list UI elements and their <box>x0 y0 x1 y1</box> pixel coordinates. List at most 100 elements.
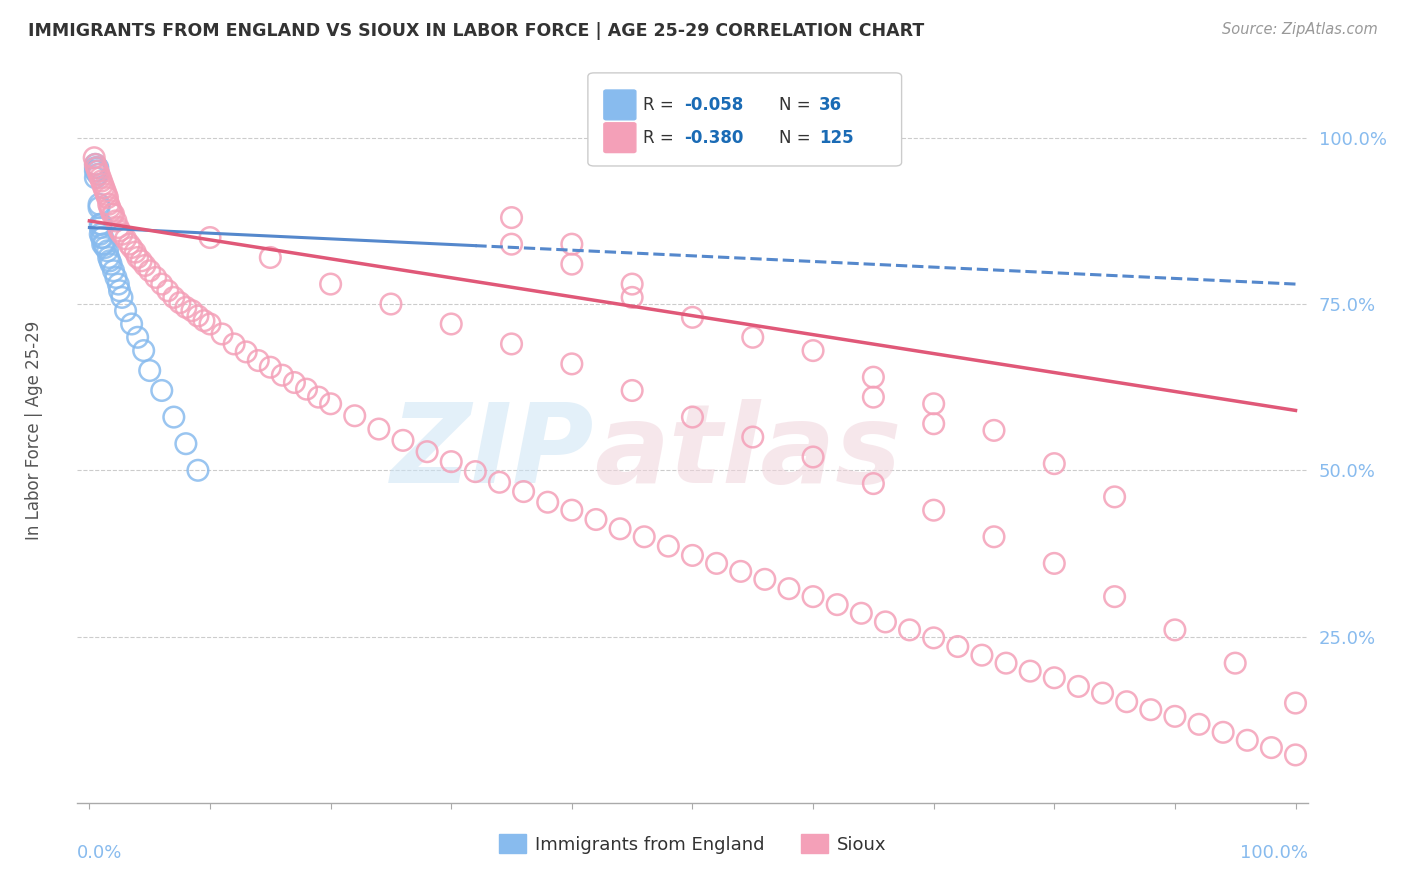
Point <box>94 184 117 198</box>
Point <box>104 214 127 228</box>
Point <box>1188 717 1211 731</box>
Point <box>224 337 246 351</box>
Point <box>87 167 110 181</box>
Point <box>295 382 318 396</box>
Point <box>1043 457 1066 471</box>
Point <box>118 237 141 252</box>
Point <box>89 227 111 242</box>
Point <box>1164 623 1187 637</box>
Point <box>1104 590 1126 604</box>
Point <box>995 656 1018 670</box>
Point <box>440 317 463 331</box>
Point <box>512 484 534 499</box>
Point <box>561 237 583 252</box>
Point <box>84 157 107 171</box>
Point <box>84 161 107 175</box>
Point <box>706 557 728 571</box>
Point <box>103 207 125 221</box>
Text: ZIP: ZIP <box>391 400 595 507</box>
Point <box>96 244 118 258</box>
Point <box>1236 733 1258 747</box>
Point <box>741 430 763 444</box>
Point <box>609 522 631 536</box>
Point <box>1225 656 1247 670</box>
Point <box>90 174 112 188</box>
Point <box>862 370 884 384</box>
Point <box>84 157 107 171</box>
Point <box>98 253 121 268</box>
Text: atlas: atlas <box>595 400 901 507</box>
Text: N =: N = <box>779 128 815 146</box>
Point <box>111 227 134 242</box>
Point <box>682 410 704 425</box>
Point <box>983 530 1005 544</box>
Point <box>89 220 111 235</box>
FancyBboxPatch shape <box>588 73 901 166</box>
Point <box>174 301 197 315</box>
FancyBboxPatch shape <box>605 90 636 120</box>
Point <box>271 368 294 383</box>
Point <box>730 565 752 579</box>
Point <box>657 539 679 553</box>
Point <box>319 277 342 291</box>
Point <box>84 170 107 185</box>
Point <box>1139 703 1161 717</box>
Point <box>132 343 155 358</box>
Point <box>89 170 111 185</box>
Point <box>970 648 993 662</box>
Point <box>259 360 281 375</box>
Point <box>621 384 644 398</box>
Point <box>83 151 105 165</box>
Point <box>87 161 110 175</box>
Point <box>100 203 122 218</box>
Point <box>621 277 644 291</box>
Point <box>501 337 523 351</box>
Point <box>91 237 114 252</box>
Point <box>134 259 156 273</box>
Point <box>129 253 152 268</box>
Point <box>111 290 134 304</box>
Point <box>1019 664 1042 678</box>
Text: IMMIGRANTS FROM ENGLAND VS SIOUX IN LABOR FORCE | AGE 25-29 CORRELATION CHART: IMMIGRANTS FROM ENGLAND VS SIOUX IN LABO… <box>28 22 924 40</box>
Point <box>561 503 583 517</box>
Point <box>875 615 897 629</box>
Point <box>416 444 439 458</box>
Point <box>87 197 110 211</box>
Point <box>1284 696 1306 710</box>
Point <box>180 303 202 318</box>
Point <box>93 237 115 252</box>
Point <box>501 237 523 252</box>
Point <box>1260 740 1282 755</box>
Point <box>89 217 111 231</box>
Point <box>1067 680 1090 694</box>
Point <box>97 251 120 265</box>
Point <box>198 230 221 244</box>
Point <box>247 353 270 368</box>
Text: Source: ZipAtlas.com: Source: ZipAtlas.com <box>1222 22 1378 37</box>
Point <box>90 217 112 231</box>
Point <box>127 330 149 344</box>
Point <box>343 409 366 423</box>
Point <box>308 390 330 404</box>
Point <box>163 290 186 304</box>
Point <box>108 224 131 238</box>
Point <box>682 549 704 563</box>
Point <box>198 317 221 331</box>
Point <box>1284 747 1306 762</box>
Point <box>561 257 583 271</box>
Point <box>101 207 124 221</box>
Point <box>983 423 1005 437</box>
Point <box>96 191 118 205</box>
Point <box>633 530 655 544</box>
Point <box>778 582 800 596</box>
Point <box>585 512 607 526</box>
Point <box>97 197 120 211</box>
Point <box>380 297 402 311</box>
Text: N =: N = <box>779 96 815 114</box>
Point <box>464 465 486 479</box>
Point <box>1115 695 1137 709</box>
Point <box>138 363 160 377</box>
Point <box>193 313 215 327</box>
Point <box>103 264 125 278</box>
Point <box>741 330 763 344</box>
